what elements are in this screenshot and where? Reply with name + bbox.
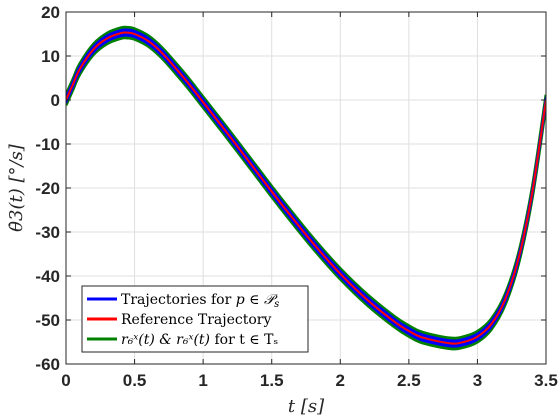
x-axis-label-text: t [s]: [288, 396, 325, 417]
y-tick-label: -60: [35, 355, 60, 374]
legend-entry-label: r₆ˣ(t) & r₆ˣ(t) for t ∈ Tₛ: [121, 332, 278, 348]
y-tick-label: -30: [35, 223, 60, 242]
y-axis-label: θ̇3(t) [°/s]: [6, 143, 27, 232]
y-tick-label: 20: [41, 3, 60, 22]
series-upper-bound-line: [66, 25, 546, 340]
y-tick-label: -20: [35, 179, 60, 198]
y-tick-label: -10: [35, 135, 60, 154]
legend: Trajectories for p ∈ 𝒫s Reference Traject…: [81, 285, 309, 353]
legend-entry-label: Trajectories for p ∈ 𝒫s: [121, 292, 279, 310]
series-trajectory-line: [66, 28, 546, 342]
x-tick-label: 0: [61, 371, 70, 390]
plot-area: [66, 25, 546, 351]
legend-entry-label: Reference Trajectory: [121, 312, 271, 328]
x-tick-label: 2.5: [397, 371, 421, 390]
x-tick-label: 1: [198, 371, 207, 390]
x-axis-label: t [s]: [288, 396, 325, 417]
x-tick-label: 2: [336, 371, 345, 390]
y-tick-label: 0: [51, 91, 60, 110]
x-tick-label: 0.5: [123, 371, 147, 390]
ticks: 0 0.5 1 1.5 2 2.5 3 3.5 20 10 0 -10 -20 -30 -40 -50 -60: [35, 3, 557, 390]
x-tick-label: 1.5: [260, 371, 284, 390]
x-tick-label: 3: [473, 371, 482, 390]
y-tick-label: -50: [35, 311, 60, 330]
y-tick-label: 10: [41, 47, 60, 66]
y-axis-label-text: θ̇3(t) [°/s]: [6, 143, 27, 232]
series-lower-bound-line: [66, 36, 546, 351]
series-reference-line: [66, 31, 546, 345]
legend-box: [81, 285, 309, 353]
x-tick-label: 3.5: [534, 371, 558, 390]
y-tick-label: -40: [35, 267, 60, 286]
